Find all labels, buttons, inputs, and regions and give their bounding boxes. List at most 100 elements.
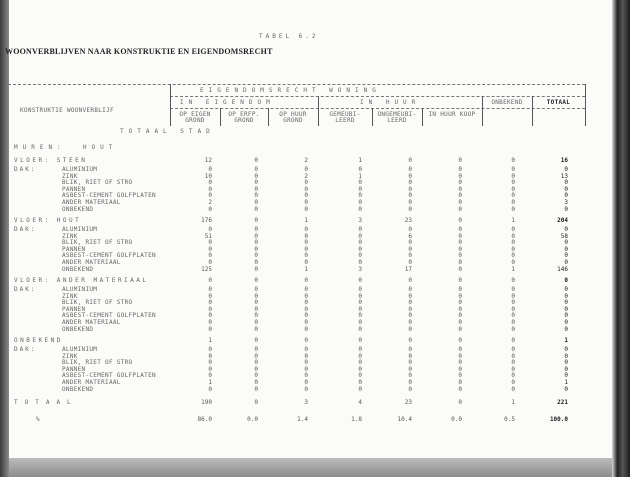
roof-type-label: ANDER MATERIAAL: [62, 379, 121, 386]
section-value-huur-grond: 0: [304, 277, 308, 284]
roof-value-totaal: 0: [564, 179, 568, 187]
roof-value-huur-grond: 0: [304, 346, 308, 353]
column-divider: [585, 84, 586, 126]
roof-value-gemeubileerd: 0: [358, 379, 362, 386]
roof-type-label: ALUMINIUM: [62, 166, 98, 173]
dak-label: DAK:: [14, 166, 37, 173]
roof-value-erfp-grond: 0: [254, 325, 258, 333]
roof-value-eigen-grond: 0: [208, 185, 212, 193]
roof-value-totaal: 0: [564, 245, 568, 253]
roof-value-huurkoop: 0: [458, 305, 462, 313]
document-title: WOONVERBLIJVEN NAAR KONSTRUKTIE EN EIGEN…: [5, 47, 273, 56]
roof-value-erfp-grond: 0: [254, 239, 258, 247]
roof-value-huurkoop: 0: [458, 379, 462, 386]
percent-value-onbekend: 0.5: [504, 416, 515, 423]
roof-value-gemeubileerd: 0: [358, 365, 362, 373]
roof-value-onbekend: 0: [511, 292, 515, 300]
scan-bottom-edge: [9, 458, 612, 477]
roof-value-onbekend: 1: [511, 265, 515, 273]
roof-value-huur-grond: 0: [304, 319, 308, 326]
roof-value-huur-grond: 0: [304, 205, 308, 213]
roof-value-eigen-grond: 0: [208, 205, 212, 213]
roof-value-huurkoop: 0: [458, 312, 462, 320]
roof-value-gemeubileerd: 0: [358, 319, 362, 326]
roof-value-ongemeubileerd: 0: [408, 192, 412, 200]
roof-value-huurkoop: 0: [458, 166, 462, 173]
roof-value-erfp-grond: 0: [254, 185, 258, 193]
roof-value-erfp-grond: 0: [254, 312, 258, 320]
section-value-huurkoop: 0: [458, 277, 462, 284]
total-value-huurkoop: 0: [458, 399, 462, 406]
section-value-huurkoop: 0: [458, 157, 462, 164]
section-value-huur-grond: 2: [304, 157, 308, 164]
section-value-huur-grond: 0: [304, 337, 308, 344]
roof-value-huur-grond: 0: [304, 372, 308, 380]
roof-value-totaal: 0: [564, 299, 568, 307]
section-value-ongemeubileerd: 23: [404, 217, 412, 224]
roof-value-totaal: 0: [564, 292, 568, 300]
roof-value-gemeubileerd: 0: [358, 346, 362, 353]
roof-value-onbekend: 0: [511, 192, 515, 200]
roof-value-gemeubileerd: 0: [358, 259, 362, 266]
roof-value-huurkoop: 0: [458, 299, 462, 307]
roof-value-huurkoop: 0: [458, 199, 462, 206]
roof-type-label: ALUMINIUM: [62, 346, 98, 353]
roof-value-huurkoop: 0: [458, 185, 462, 193]
roof-value-gemeubileerd: 0: [358, 359, 362, 367]
roof-value-onbekend: 0: [511, 259, 515, 266]
section-label: VLOER: ANDER MATERIAAL: [14, 277, 149, 284]
roof-value-huur-grond: 0: [304, 352, 308, 360]
roof-value-ongemeubileerd: 0: [408, 312, 412, 320]
roof-value-eigen-grond: 0: [208, 299, 212, 307]
section-value-onbekend: 0: [511, 157, 515, 164]
roof-value-eigen-grond: 51: [204, 232, 212, 240]
section-value-totaal: 16: [560, 157, 568, 164]
roof-value-ongemeubileerd: 0: [408, 292, 412, 300]
roof-value-huurkoop: 0: [458, 286, 462, 293]
roof-value-erfp-grond: 0: [254, 359, 258, 367]
section-value-erfp-grond: 0: [254, 337, 258, 344]
roof-value-onbekend: 0: [511, 185, 515, 193]
roof-type-label: ONBEKEND: [62, 385, 94, 393]
section-value-onbekend: 1: [511, 217, 515, 224]
section-value-erfp-grond: 0: [254, 217, 258, 224]
roof-value-eigen-grond: 0: [208, 372, 212, 380]
roof-value-erfp-grond: 0: [254, 172, 258, 180]
roof-value-huurkoop: 0: [458, 346, 462, 353]
roof-value-huur-grond: 0: [304, 299, 308, 307]
roof-value-totaal: 0: [564, 252, 568, 260]
roof-value-onbekend: 0: [511, 305, 515, 313]
roof-type-label: BLIK, RIET OF STRO: [62, 299, 133, 307]
roof-value-ongemeubileerd: 0: [408, 185, 412, 193]
roof-value-erfp-grond: 0: [254, 166, 258, 173]
section-value-eigen-grond: 1: [208, 337, 212, 344]
section-value-huur-grond: 1: [304, 217, 308, 224]
header-stub-label: KONSTRUKTIE WOONVERBLIJF: [20, 107, 114, 114]
roof-value-totaal: 0: [564, 365, 568, 373]
roof-value-totaal: 0: [564, 305, 568, 313]
roof-value-eigen-grond: 0: [208, 325, 212, 333]
roof-value-ongemeubileerd: 0: [408, 172, 412, 180]
roof-value-erfp-grond: 0: [254, 232, 258, 240]
roof-value-ongemeubileerd: 0: [408, 239, 412, 247]
roof-value-gemeubileerd: 0: [358, 312, 362, 320]
roof-value-huurkoop: 0: [458, 226, 462, 233]
roof-value-ongemeubileerd: 17: [404, 265, 412, 273]
roof-value-gemeubileerd: 0: [358, 179, 362, 187]
roof-value-huurkoop: 0: [458, 179, 462, 187]
section-value-totaal: 1: [564, 337, 568, 344]
roof-value-totaal: 0: [564, 192, 568, 200]
roof-value-eigen-grond: 0: [208, 346, 212, 353]
roof-value-gemeubileerd: 0: [358, 292, 362, 300]
roof-value-ongemeubileerd: 0: [408, 245, 412, 253]
scan-left-edge: [0, 0, 9, 477]
roof-value-totaal: 0: [564, 226, 568, 233]
column-header-eigen-grond: OP EIGEN GROND: [179, 111, 211, 124]
roof-value-erfp-grond: 0: [254, 286, 258, 293]
roof-type-label: BLIK, RIET OF STRO: [62, 239, 133, 247]
roof-value-gemeubileerd: 0: [358, 192, 362, 200]
roof-value-ongemeubileerd: 0: [408, 385, 412, 393]
percent-value-huur-grond: 1.4: [297, 416, 308, 423]
roof-value-erfp-grond: 0: [254, 226, 258, 233]
roof-type-label: ASBEST-CEMENT GOLFPLATEN: [62, 192, 156, 200]
